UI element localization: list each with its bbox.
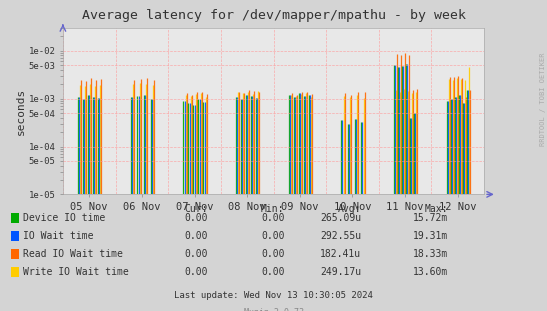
Text: RRDTOOL / TOBI OETIKER: RRDTOOL / TOBI OETIKER xyxy=(540,53,546,146)
Text: 0.00: 0.00 xyxy=(261,231,284,241)
Text: 0.00: 0.00 xyxy=(261,267,284,277)
Text: 249.17u: 249.17u xyxy=(320,267,361,277)
Text: Munin 2.0.73: Munin 2.0.73 xyxy=(243,308,304,311)
Text: 0.00: 0.00 xyxy=(184,249,208,259)
Y-axis label: seconds: seconds xyxy=(16,88,26,135)
Text: 15.72m: 15.72m xyxy=(414,213,449,223)
Text: 13.60m: 13.60m xyxy=(414,267,449,277)
Text: 0.00: 0.00 xyxy=(261,249,284,259)
Text: 292.55u: 292.55u xyxy=(320,231,361,241)
Text: Min:: Min: xyxy=(261,204,284,214)
Text: 19.31m: 19.31m xyxy=(414,231,449,241)
Text: Avg:: Avg: xyxy=(337,204,361,214)
Text: 0.00: 0.00 xyxy=(184,213,208,223)
Text: 265.09u: 265.09u xyxy=(320,213,361,223)
Text: Last update: Wed Nov 13 10:30:05 2024: Last update: Wed Nov 13 10:30:05 2024 xyxy=(174,291,373,300)
Text: Write IO Wait time: Write IO Wait time xyxy=(23,267,129,277)
Text: 18.33m: 18.33m xyxy=(414,249,449,259)
Text: 182.41u: 182.41u xyxy=(320,249,361,259)
Text: Average latency for /dev/mapper/mpathu - by week: Average latency for /dev/mapper/mpathu -… xyxy=(82,9,465,22)
Text: 0.00: 0.00 xyxy=(261,213,284,223)
Text: 0.00: 0.00 xyxy=(184,267,208,277)
Text: 0.00: 0.00 xyxy=(184,231,208,241)
Text: Max:: Max: xyxy=(425,204,449,214)
Text: Cur:: Cur: xyxy=(184,204,208,214)
Text: Read IO Wait time: Read IO Wait time xyxy=(23,249,123,259)
Text: IO Wait time: IO Wait time xyxy=(23,231,94,241)
Text: Device IO time: Device IO time xyxy=(23,213,105,223)
